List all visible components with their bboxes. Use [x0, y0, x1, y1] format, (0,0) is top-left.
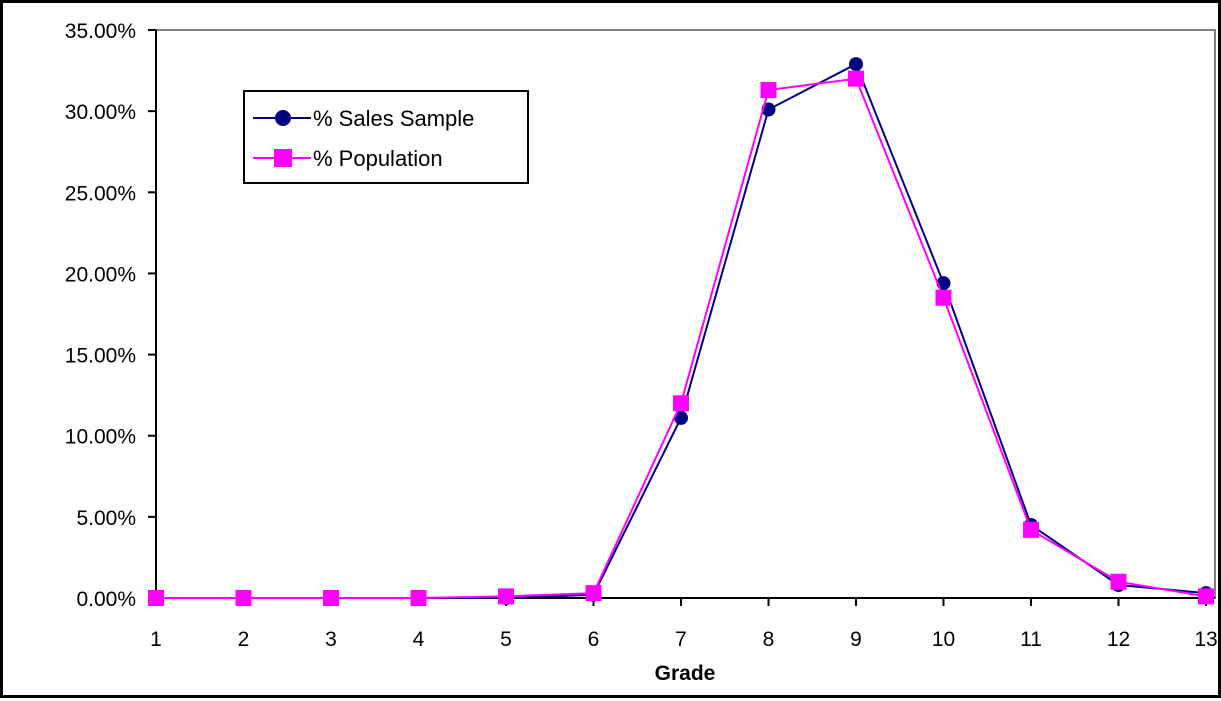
y-tick-label: 35.00%	[65, 20, 136, 43]
x-axis-title: Grade	[655, 662, 716, 685]
legend-marker	[274, 149, 292, 167]
x-tick-label: 13	[1194, 628, 1217, 651]
data-point	[848, 70, 864, 87]
y-tick-label: 5.00%	[76, 507, 136, 530]
data-point	[235, 590, 252, 606]
legend-box	[243, 90, 529, 184]
series-population	[148, 70, 1214, 606]
x-tick-label: 1	[150, 628, 162, 651]
data-point	[1023, 521, 1039, 538]
y-tick-label: 15.00%	[65, 345, 136, 368]
legend: % Sales Sample % Population	[243, 90, 529, 184]
x-tick-label: 7	[675, 628, 687, 651]
x-tick-label: 9	[850, 628, 862, 651]
x-tick-label: 8	[763, 628, 775, 651]
y-tick-label: 30.00%	[65, 101, 136, 124]
x-tick-label: 11	[1020, 628, 1042, 651]
data-point	[760, 82, 777, 99]
line-chart: 0.00% 5.00% 10.00% 15.00% 20.00% 25.00% 30.00%…	[65, 20, 1218, 685]
data-point	[935, 289, 952, 306]
legend-label: % Population	[313, 146, 443, 171]
legend-item: % Population	[253, 146, 443, 171]
x-tick-label: 2	[238, 628, 250, 651]
y-tick-label: 20.00%	[65, 263, 136, 286]
data-point	[410, 590, 427, 606]
data-point	[498, 588, 514, 605]
data-point	[673, 395, 689, 412]
data-point	[849, 57, 863, 72]
x-tick-label: 3	[325, 628, 337, 651]
data-point	[1198, 588, 1214, 605]
x-tick-label: 12	[1107, 628, 1130, 651]
data-point	[674, 410, 688, 425]
legend-label: % Sales Sample	[313, 106, 474, 131]
y-tick-label: 10.00%	[65, 426, 136, 449]
data-point	[1110, 573, 1127, 590]
data-point	[585, 585, 602, 602]
data-point	[323, 590, 339, 606]
y-tick-label: 25.00%	[65, 182, 136, 205]
x-tick-label: 6	[588, 628, 600, 651]
x-tick-label: 10	[932, 628, 955, 651]
x-tick-label: 5	[500, 628, 512, 651]
legend-marker	[275, 110, 291, 126]
legend-item: % Sales Sample	[253, 106, 474, 131]
x-tick-label: 4	[413, 628, 425, 651]
y-tick-label: 0.00%	[76, 588, 136, 611]
data-point	[148, 590, 164, 606]
